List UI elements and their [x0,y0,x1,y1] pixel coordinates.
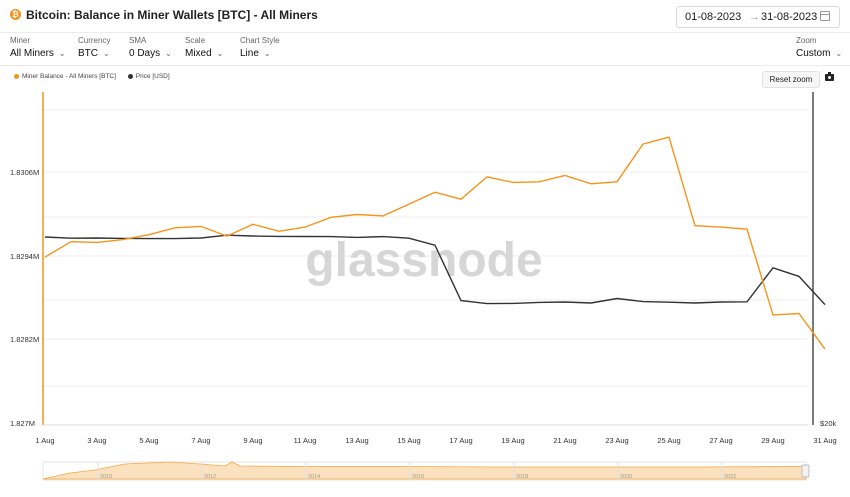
navigator-year-2022: 2022 [724,474,736,480]
x-tick-label: 19 Aug [501,436,524,445]
date-arrow-icon: → [749,11,760,23]
y-tick-label: 1.8294M [10,252,39,261]
x-tick-label: 29 Aug [761,436,784,445]
x-tick-label: 17 Aug [449,436,472,445]
navigator-area [42,461,807,480]
x-tick-label: 9 Aug [243,436,262,445]
y-tick-label: 1.8282M [10,335,39,344]
chevron-down-icon: ⌄ [165,49,172,58]
header-bar: ₿ Bitcoin: Balance in Miner Wallets [BTC… [0,0,850,33]
chevron-down-icon: ⌄ [58,49,66,58]
series-line-balance[interactable] [44,136,826,350]
x-tick-label: 13 Aug [345,436,368,445]
legend-dot-price [127,73,133,79]
currency-label: Currency [78,36,111,45]
currency-select[interactable]: Currency BTC ⌄ [78,36,110,59]
x-tick-label: 23 Aug [605,436,628,445]
time-navigator[interactable]: 2010 2012 2014 2016 2018 2020 2022 [42,461,810,481]
series-line-price[interactable] [44,234,826,306]
date-end-field[interactable]: 31-08-2023 [761,11,818,23]
x-tick-label: 7 Aug [191,436,210,445]
x-tick-label: 5 Aug [139,436,158,445]
axes: 1.827M 1.8282M 1.8294M 1.8306M $20k 1 Aug 3 Au… [10,92,837,445]
miner-label: Miner [10,36,31,45]
sma-label: SMA [129,36,147,45]
y-tick-label: 1.827M [10,419,35,428]
legend-label-price: Price [USD] [135,73,170,80]
series-lines [44,136,826,350]
y-right-tick-label: $20k [820,419,837,428]
grid-lines [43,109,808,387]
chart-controls: Miner All Miners ⌄ Currency BTC ⌄ SMA 0 Da… [0,33,850,66]
chart-style-select[interactable]: Chart Style Line ⌄ [240,36,280,59]
navigator-year-2014: 2014 [308,474,320,480]
chart-legend: Miner Balance - All Miners [BTC] Price [… [14,73,180,80]
reset-zoom-button[interactable]: Reset zoom [762,71,820,88]
x-tick-label: 1 Aug [35,436,54,445]
x-tick-label: 25 Aug [657,436,680,445]
x-tick-label: 15 Aug [397,436,420,445]
x-tick-label: 3 Aug [87,436,106,445]
legend-item-balance[interactable]: Miner Balance - All Miners [BTC] [14,73,116,80]
bitcoin-icon: ₿ [10,9,21,20]
x-tick-label: 27 Aug [709,436,732,445]
camera-icon[interactable] [825,72,834,81]
zoom-label: Zoom [796,36,817,45]
y-tick-label: 1.8306M [10,168,39,177]
date-range-picker[interactable]: 01-08-2023 → 31-08-2023 [676,6,840,28]
chart-style-value: Line [240,48,259,59]
navigator-year-2018: 2018 [516,474,528,480]
chart-style-label: Chart Style [240,36,280,45]
navigator-handle[interactable] [801,464,810,478]
chevron-down-icon: ⌄ [216,49,224,58]
sma-value: 0 Days [129,48,161,59]
page-title: Bitcoin: Balance in Miner Wallets [BTC] … [26,8,318,22]
x-tick-label: 11 Aug [294,436,317,445]
scale-select[interactable]: Scale Mixed ⌄ [185,36,223,59]
zoom-select[interactable]: Zoom Custom ⌄ [796,36,842,59]
zoom-value: Custom [796,48,831,59]
navigator-year-2020: 2020 [620,474,632,480]
legend-label-balance: Miner Balance - All Miners [BTC] [22,73,116,80]
navigator-year-2010: 2010 [100,474,112,480]
chevron-down-icon: ⌄ [835,49,843,58]
sma-select[interactable]: SMA 0 Days ⌄ [129,36,172,59]
x-tick-label: 21 Aug [553,436,576,445]
navigator-year-2016: 2016 [412,474,424,480]
calendar-icon[interactable] [820,11,830,21]
legend-item-price[interactable]: Price [USD] [127,73,170,80]
x-tick-label: 31 Aug [813,436,836,445]
chevron-down-icon: ⌄ [263,49,271,58]
navigator-year-2012: 2012 [204,474,216,480]
scale-value: Mixed [185,48,212,59]
currency-value: BTC [78,48,98,59]
miner-value: All Miners [10,48,54,59]
scale-label: Scale [185,36,206,45]
legend-dot-balance [14,73,19,79]
date-start-field[interactable]: 01-08-2023 [685,11,742,23]
chevron-down-icon: ⌄ [103,49,110,58]
miner-select[interactable]: Miner All Miners ⌄ [10,36,66,59]
